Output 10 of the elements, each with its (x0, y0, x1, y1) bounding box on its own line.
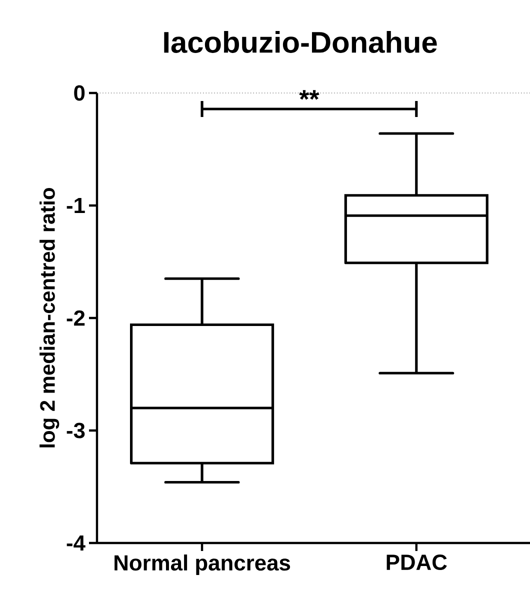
x-tick-label: Normal pancreas (114, 554, 290, 575)
y-tick-label: -4 (66, 535, 86, 551)
x-tick-label: PDAC (386, 554, 447, 570)
y-tick-label: -1 (66, 198, 85, 214)
y-tick-label: 0 (74, 85, 85, 101)
chart-title: Iacobuzio-Donahue (164, 31, 437, 53)
y-tick-label: -3 (66, 422, 85, 438)
y-axis-title: log 2 median-centred ratio (40, 188, 60, 448)
y-tick-label: -2 (66, 310, 85, 326)
annotation: ** (299, 90, 320, 100)
